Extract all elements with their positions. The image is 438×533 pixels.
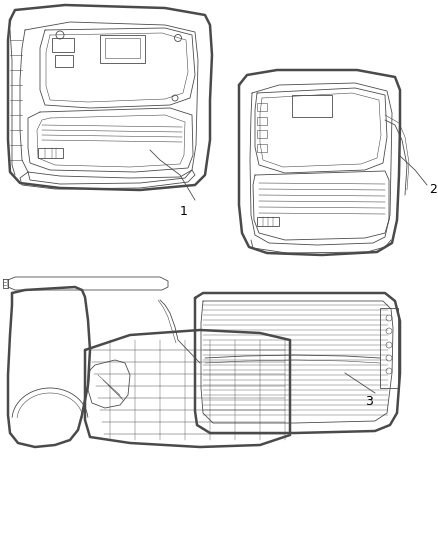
Bar [257,103,267,111]
Bar [257,144,267,152]
Bar [100,35,145,63]
Bar [380,308,398,388]
Bar [292,95,332,117]
Text: 2: 2 [429,183,437,196]
Bar [257,130,267,138]
Bar [105,38,140,58]
Text: 1: 1 [180,205,188,218]
Bar [257,217,279,226]
Bar [52,38,74,52]
Text: 3: 3 [365,395,373,408]
Bar [55,55,73,67]
Bar [257,117,267,125]
Bar [38,148,63,158]
